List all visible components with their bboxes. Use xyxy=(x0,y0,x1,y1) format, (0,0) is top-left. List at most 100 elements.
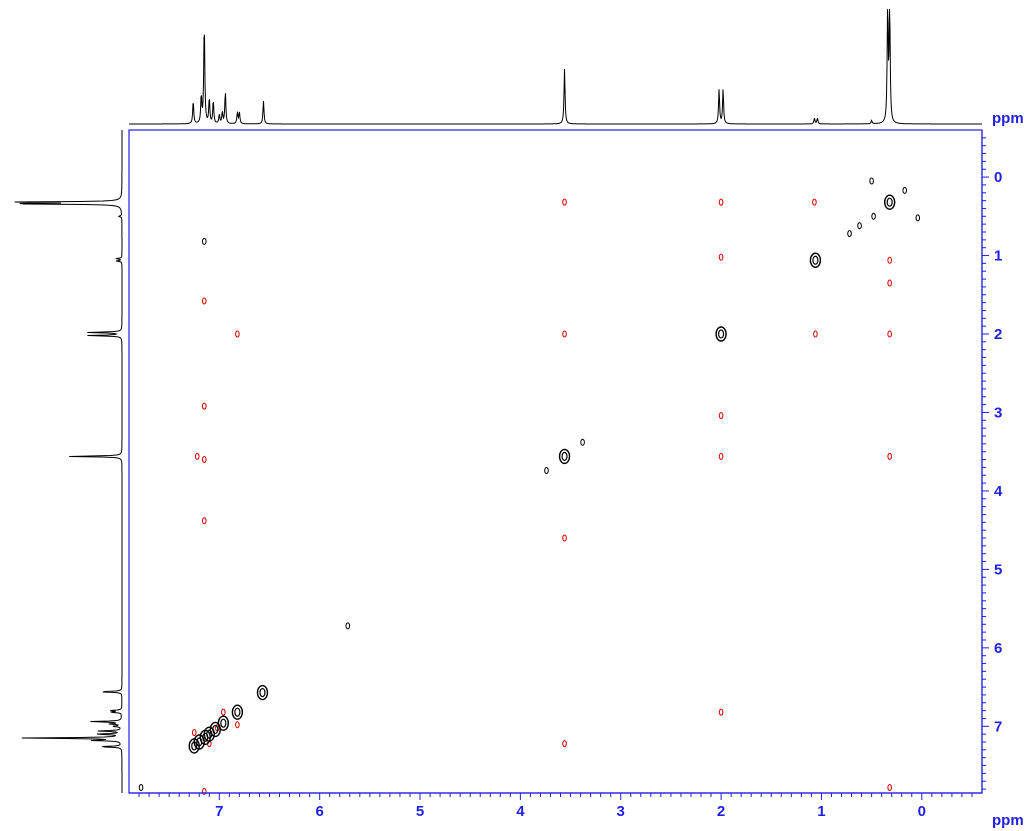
diagonal-peak-contour-inner xyxy=(234,707,241,717)
y-axis: 0 1 2 3 4 5 6 7 xyxy=(981,130,1003,793)
negative-cross-peak xyxy=(201,787,207,795)
negative-cross-peak xyxy=(812,198,817,206)
negative-cross-peak xyxy=(887,279,892,287)
negative-cross-peak xyxy=(201,517,207,525)
negative-cross-peak xyxy=(718,708,724,716)
negative-cross-peak-contour xyxy=(887,330,892,338)
diagonal-peak xyxy=(715,326,727,342)
negative-cross-peak-contour xyxy=(812,198,817,206)
negative-cross-peak xyxy=(194,452,200,460)
negative-cross-peak xyxy=(718,452,724,460)
positive-cross-peak xyxy=(544,467,549,475)
y-tick-label: 6 xyxy=(994,640,1002,657)
diagonal-peak-contour-outer xyxy=(558,448,571,465)
positive-cross-peak-contour xyxy=(857,222,862,230)
x-tick-label: 6 xyxy=(315,803,323,820)
negative-cross-peak-contour xyxy=(887,784,892,792)
x-tick-label: 2 xyxy=(717,803,725,820)
negative-cross-peak xyxy=(201,402,207,410)
positive-cross-peak-contour xyxy=(915,214,921,222)
diagonal-peak-contour-outer xyxy=(715,326,727,342)
positive-cross-peak-contour xyxy=(201,237,207,245)
negative-cross-peak xyxy=(201,297,207,305)
negative-cross-peak xyxy=(813,330,818,338)
negative-cross-peak-contour xyxy=(718,253,724,261)
y-tick-label: 4 xyxy=(994,483,1003,500)
negative-cross-peak-contour xyxy=(235,330,240,338)
diagonal-peak-contour-inner xyxy=(886,197,893,207)
left-projection-trace xyxy=(14,130,123,793)
negative-cross-peak xyxy=(562,198,567,206)
y-axis-unit: ppm xyxy=(992,110,1024,127)
negative-cross-peak-contour xyxy=(562,534,567,542)
y-tick-label: 1 xyxy=(994,248,1002,265)
diagonal-peak-contour-outer xyxy=(193,734,205,750)
diagonal-peak-contour-inner xyxy=(212,724,219,735)
x-tick-label: 7 xyxy=(215,803,223,820)
y-tick-label: 7 xyxy=(994,718,1002,735)
positive-cross-peak-contour xyxy=(869,177,874,185)
negative-cross-peak xyxy=(887,330,892,338)
negative-cross-peak xyxy=(887,784,892,792)
negative-cross-peak-contour xyxy=(887,279,892,287)
x-tick-label: 5 xyxy=(416,803,424,820)
top-projection-layer xyxy=(129,8,982,125)
positive-cross-peak xyxy=(138,784,144,792)
diagonal-peak xyxy=(809,252,822,268)
negative-cross-peak xyxy=(201,456,207,464)
diagonal-peak xyxy=(217,715,230,731)
x-tick-label: 4 xyxy=(516,803,525,820)
negative-cross-peak-contour xyxy=(562,740,567,748)
cross-peaks-layer xyxy=(138,177,921,795)
diagonal-peak-contour-outer xyxy=(217,715,230,731)
positive-cross-peak-contour xyxy=(871,212,876,220)
diagonal-peak-contour-inner xyxy=(220,718,227,728)
negative-cross-peak-contour xyxy=(201,456,207,464)
positive-cross-peak xyxy=(915,214,921,222)
diagonal-peak-contour-inner xyxy=(812,255,819,265)
positive-cross-peak xyxy=(857,222,862,230)
positive-cross-peak xyxy=(345,622,351,630)
negative-cross-peak xyxy=(718,198,724,206)
negative-cross-peak-contour xyxy=(718,452,724,460)
diagonal-peak xyxy=(883,194,896,210)
y-tick-label: 2 xyxy=(994,326,1002,343)
x-tick-label: 3 xyxy=(617,803,625,820)
negative-cross-peak xyxy=(562,740,567,748)
diagonal-peak xyxy=(231,704,244,720)
left-projection-layer xyxy=(14,130,123,793)
diagonal-peak xyxy=(558,448,571,465)
positive-cross-peak xyxy=(902,186,908,194)
positive-cross-peak-contour xyxy=(544,467,549,475)
positive-cross-peak xyxy=(847,230,852,238)
negative-cross-peak-contour xyxy=(718,412,724,420)
negative-cross-peak xyxy=(718,253,724,261)
positive-cross-peak xyxy=(580,438,585,446)
negative-cross-peak-contour xyxy=(221,708,226,716)
diagonal-peak-contour-outer xyxy=(231,704,244,720)
x-axis: 7 6 5 4 3 2 1 0 xyxy=(129,792,982,820)
negative-cross-peak xyxy=(235,330,240,338)
negative-cross-peak xyxy=(191,729,197,737)
negative-cross-peak xyxy=(235,721,240,729)
negative-cross-peak-contour xyxy=(201,517,207,525)
positive-cross-peak xyxy=(871,212,876,220)
negative-cross-peak-contour xyxy=(201,402,207,410)
positive-cross-peak-contour xyxy=(902,186,908,194)
diagonal-peak-contour-outer xyxy=(203,726,215,742)
y-tick-label: 3 xyxy=(994,404,1002,421)
diagonal-peak xyxy=(256,684,269,701)
negative-cross-peak-contour xyxy=(718,198,724,206)
positive-cross-peak-contour xyxy=(138,784,144,792)
x-axis-unit: ppm xyxy=(992,812,1024,829)
diagonal-peak-contour-outer xyxy=(809,252,822,268)
negative-cross-peak xyxy=(221,708,226,716)
negative-cross-peak-contour xyxy=(235,721,240,729)
negative-cross-peak-contour xyxy=(562,198,567,206)
negative-cross-peak-contour xyxy=(201,787,207,795)
positive-cross-peak-contour xyxy=(580,438,585,446)
positive-cross-peak xyxy=(869,177,874,185)
top-projection-trace xyxy=(129,8,982,125)
x-tick-label: 1 xyxy=(817,803,825,820)
